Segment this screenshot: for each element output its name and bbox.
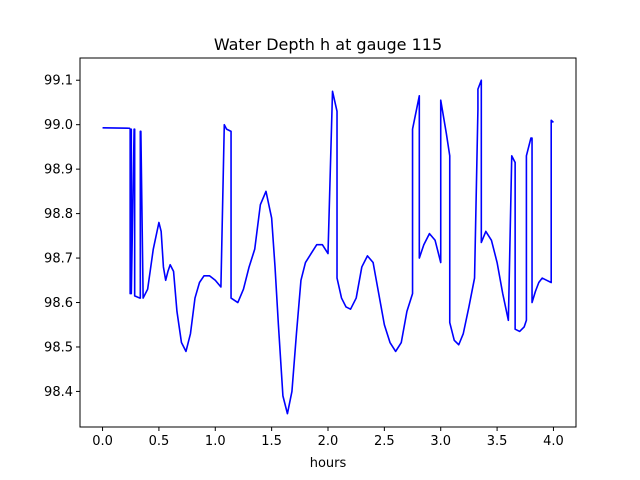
y-tick-label: 99.1 <box>44 74 73 89</box>
x-tick-label: 3.5 <box>487 434 508 449</box>
x-tick-label: 1.0 <box>205 434 226 449</box>
y-tick-label: 98.9 <box>44 163 73 178</box>
y-tick-label: 98.7 <box>44 252 73 267</box>
x-tick-label: 3.0 <box>430 434 451 449</box>
x-tick-label: 1.5 <box>261 434 282 449</box>
x-tick-label: 0.5 <box>149 434 170 449</box>
y-tick-label: 98.4 <box>44 385 73 400</box>
y-tick-label: 98.8 <box>44 207 73 222</box>
x-tick-label: 4.0 <box>543 434 564 449</box>
y-tick-label: 98.5 <box>44 340 73 355</box>
x-axis-label: hours <box>310 456 347 471</box>
chart-title: Water Depth h at gauge 115 <box>214 35 442 54</box>
x-tick-label: 2.5 <box>374 434 395 449</box>
axes: 0.0 0.5 1.0 1.5 2.0 2.5 3.0 3.5 4.0 98.4 98.5 98.6 9… <box>44 57 577 449</box>
y-tick-label: 99.0 <box>44 118 73 133</box>
x-tick-label: 0.0 <box>92 434 113 449</box>
x-tick-label: 2.0 <box>318 434 339 449</box>
y-tick-label: 98.6 <box>44 296 73 311</box>
plot-area <box>102 79 555 415</box>
series-line-0 <box>102 79 555 415</box>
